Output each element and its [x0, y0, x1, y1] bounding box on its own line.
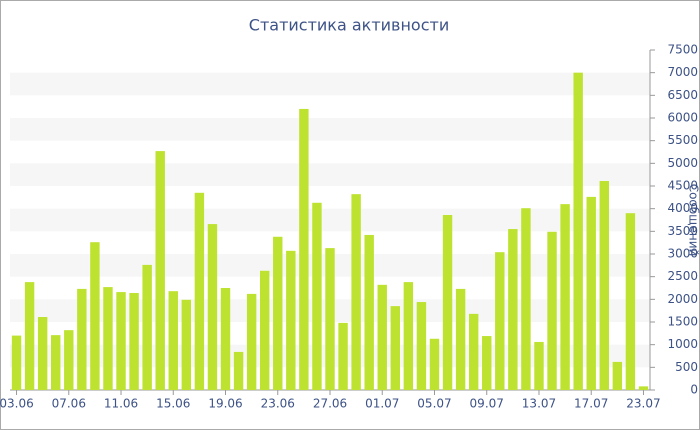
- bar: [37, 317, 48, 390]
- bar: [273, 236, 283, 390]
- x-tick-label: 27.06: [313, 397, 347, 411]
- bar: [220, 288, 231, 390]
- bar: [416, 302, 427, 390]
- y-tick-label: 1500: [667, 315, 698, 329]
- y-tick-label: 5000: [667, 156, 698, 170]
- bar: [482, 336, 492, 390]
- bar: [338, 322, 348, 390]
- bar: [155, 151, 165, 390]
- bar: [233, 351, 244, 390]
- bar: [312, 202, 322, 390]
- x-tick-label: 23.06: [261, 397, 295, 411]
- bar: [24, 282, 35, 390]
- y-tick-label: 7000: [667, 65, 698, 79]
- bar: [455, 288, 466, 390]
- y-tick-label: 6000: [667, 111, 698, 125]
- chart-title: Статистика активности: [249, 16, 449, 35]
- bar: [168, 291, 178, 390]
- bar: [429, 338, 440, 390]
- bar: [599, 181, 609, 390]
- bar: [116, 292, 126, 390]
- bar: [560, 204, 570, 390]
- bar: [547, 231, 557, 390]
- bar: [194, 192, 205, 390]
- x-tick-label: 07.06: [52, 397, 86, 411]
- bar: [51, 335, 61, 390]
- bar: [468, 313, 479, 390]
- x-tick-label: 05.07: [417, 397, 451, 411]
- bar: [90, 242, 100, 390]
- bar: [259, 270, 270, 390]
- x-tick-label: 01.07: [365, 397, 399, 411]
- x-tick-label: 03.06: [0, 397, 34, 411]
- bar: [612, 361, 623, 390]
- bar: [390, 306, 401, 390]
- y-tick-label: 2000: [667, 292, 698, 306]
- x-tick-label: 11.06: [104, 397, 138, 411]
- x-tick-label: 23.07: [626, 397, 660, 411]
- bar: [77, 288, 87, 390]
- bar: [142, 264, 152, 390]
- bar: [403, 282, 414, 390]
- bar: [534, 341, 544, 390]
- y-tick-label: 3000: [667, 247, 698, 261]
- bar: [286, 250, 296, 390]
- bar: [521, 208, 531, 390]
- y-axis-label: Сообщений: [687, 184, 700, 257]
- bar: [11, 335, 22, 390]
- y-tick-label: 1000: [667, 337, 698, 351]
- bar: [573, 72, 583, 391]
- y-tick-label: 4500: [667, 179, 698, 193]
- y-tick-label: 3500: [667, 224, 698, 238]
- bar: [625, 213, 636, 390]
- bar: [325, 248, 335, 390]
- y-tick-label: 7500: [667, 43, 698, 57]
- bar: [586, 196, 596, 390]
- x-tick-label: 17.07: [574, 397, 608, 411]
- bar: [299, 108, 309, 390]
- bar: [207, 224, 218, 390]
- x-tick-label: 15.06: [156, 397, 190, 411]
- y-tick-label: 500: [675, 360, 698, 374]
- bar: [377, 284, 387, 390]
- bar: [103, 287, 113, 390]
- bar: [129, 292, 139, 390]
- x-tick-label: 19.06: [208, 397, 242, 411]
- bar: [495, 252, 505, 390]
- grid-band: [10, 118, 650, 141]
- y-tick-label: 2500: [667, 269, 698, 283]
- bar: [64, 330, 74, 390]
- grid-band: [10, 163, 650, 186]
- bar: [508, 229, 518, 390]
- bar: [638, 386, 649, 390]
- bar: [442, 215, 453, 390]
- y-tick-label: 4000: [667, 201, 698, 215]
- bar: [351, 194, 361, 390]
- bar: [364, 234, 374, 390]
- bar: [181, 299, 192, 390]
- x-tick-label: 13.07: [522, 397, 556, 411]
- grid-band: [10, 208, 650, 232]
- y-tick-label: 0: [690, 383, 698, 397]
- bar: [246, 293, 257, 390]
- grid-band: [10, 72, 650, 96]
- x-tick-label: 09.07: [470, 397, 504, 411]
- y-tick-label: 6500: [667, 88, 698, 102]
- y-tick-label: 5500: [667, 133, 698, 147]
